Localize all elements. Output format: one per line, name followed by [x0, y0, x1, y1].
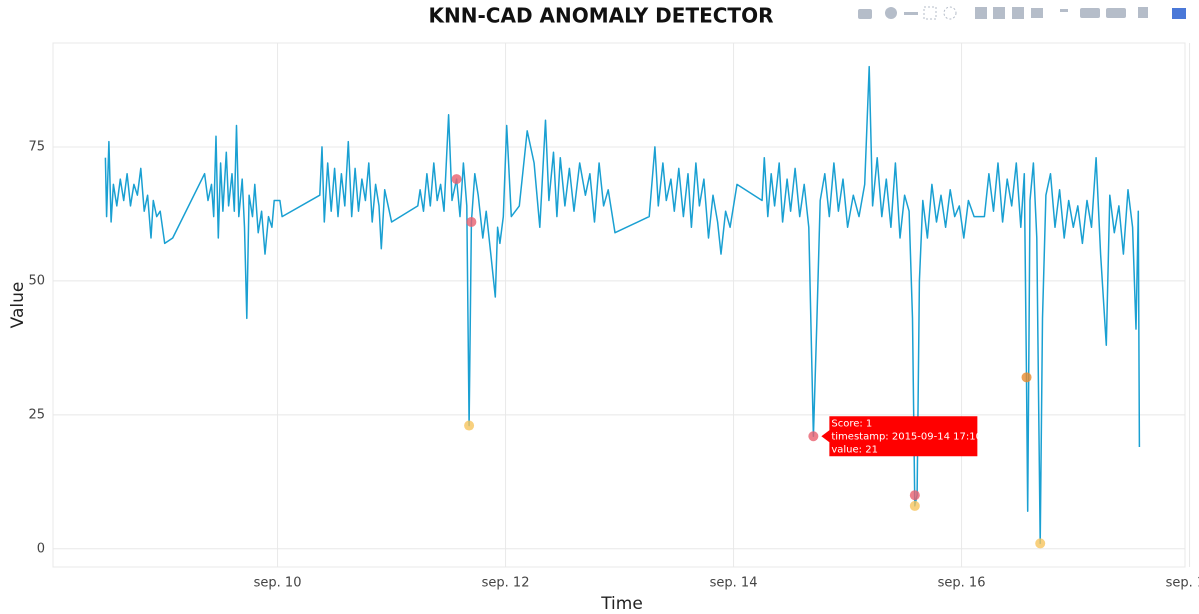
reset-button[interactable]: [1031, 8, 1043, 18]
x-tick-label: sep. 10: [254, 576, 302, 591]
edit-button[interactable]: [1138, 7, 1148, 18]
hover-compare-button[interactable]: [1106, 8, 1126, 18]
zoom-button[interactable]: [885, 7, 897, 19]
x-axis-title: Time: [600, 594, 643, 614]
tooltip-text: value: 21: [831, 444, 878, 455]
y-axis-title: Value: [8, 282, 28, 329]
anomaly-marker: [909, 500, 920, 511]
select-button[interactable]: [923, 6, 937, 20]
anomaly-marker: [808, 431, 819, 442]
tooltip-text: Score: 1: [831, 418, 872, 429]
toolbar: [858, 6, 1186, 20]
zoom-in-button[interactable]: [975, 7, 987, 19]
chart-title: KNN-CAD ANOMALY DETECTOR: [429, 4, 774, 28]
x-tick-label: sep. 16: [938, 576, 986, 591]
data-line: [104, 65, 1141, 545]
anomaly-marker: [464, 420, 475, 431]
x-tick-label: sep. 12: [482, 576, 530, 591]
y-tick-label: 25: [28, 407, 45, 422]
autoscale-button[interactable]: [1012, 7, 1024, 19]
x-tick-label: sep. 14: [710, 576, 758, 591]
y-tick-label: 0: [37, 541, 45, 556]
anomaly-marker: [1035, 538, 1046, 549]
plotly-logo[interactable]: [1172, 8, 1186, 19]
anomaly-marker: [451, 174, 462, 185]
y-tick-label: 50: [28, 273, 45, 288]
plot-area: [52, 42, 1186, 568]
anomaly-marker: [909, 490, 920, 501]
pan-button[interactable]: [904, 12, 918, 15]
spike-button[interactable]: [1060, 9, 1068, 12]
camera-button[interactable]: [858, 9, 872, 19]
zoom-out-button[interactable]: [993, 7, 1005, 19]
x-tick-label: sep. 18: [1166, 576, 1199, 591]
anomaly-marker: [466, 216, 477, 227]
tooltip-text: timestamp: 2015-09-14 17:10:00: [831, 431, 998, 442]
y-tick-label: 75: [28, 139, 45, 154]
hover-closest-button[interactable]: [1080, 8, 1100, 18]
tooltip-box: [821, 416, 978, 457]
tooltip: Score: 1 timestamp: 2015-09-14 17:10:00 va…: [821, 416, 998, 457]
anomaly-marker: [1021, 372, 1032, 383]
lasso-button[interactable]: [943, 6, 957, 20]
